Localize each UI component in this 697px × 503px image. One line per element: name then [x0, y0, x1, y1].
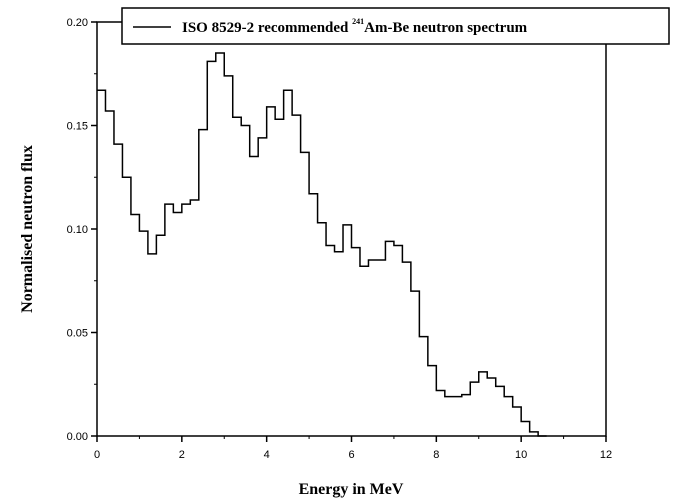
y-tick-label: 0.20	[67, 17, 88, 29]
legend-text-before: ISO 8529-2 recommended	[182, 20, 352, 36]
x-tick-label: 6	[348, 449, 354, 461]
x-tick-label: 4	[264, 449, 270, 461]
x-tick-label: 0	[94, 449, 100, 461]
y-axis-label: Normalised neutron flux	[19, 145, 36, 313]
legend-entry: ISO 8529-2 recommended 241Am-Be neutron …	[182, 17, 528, 36]
y-tick-label: 0.05	[67, 328, 88, 340]
y-tick-label: 0.15	[67, 121, 88, 133]
x-tick-label: 10	[515, 449, 527, 461]
legend-text-after: Am-Be neutron spectrum	[364, 20, 528, 36]
legend: ISO 8529-2 recommended 241Am-Be neutron …	[121, 7, 670, 45]
spectrum-line	[97, 52, 547, 437]
legend-box	[121, 7, 670, 45]
x-axis-label: Energy in MeV	[299, 481, 404, 498]
y-axis-ticks: 0.00 0.05 0.10 0.15 0.20	[67, 17, 97, 443]
x-tick-label: 8	[433, 449, 439, 461]
y-tick-label: 0.00	[67, 431, 88, 443]
y-tick-label: 0.10	[67, 224, 88, 236]
x-axis-ticks: 0 2 4 6 8 10 12	[94, 436, 612, 461]
x-tick-label: 12	[600, 449, 612, 461]
x-tick-label: 2	[179, 449, 185, 461]
legend-superscript: 241	[352, 17, 364, 26]
